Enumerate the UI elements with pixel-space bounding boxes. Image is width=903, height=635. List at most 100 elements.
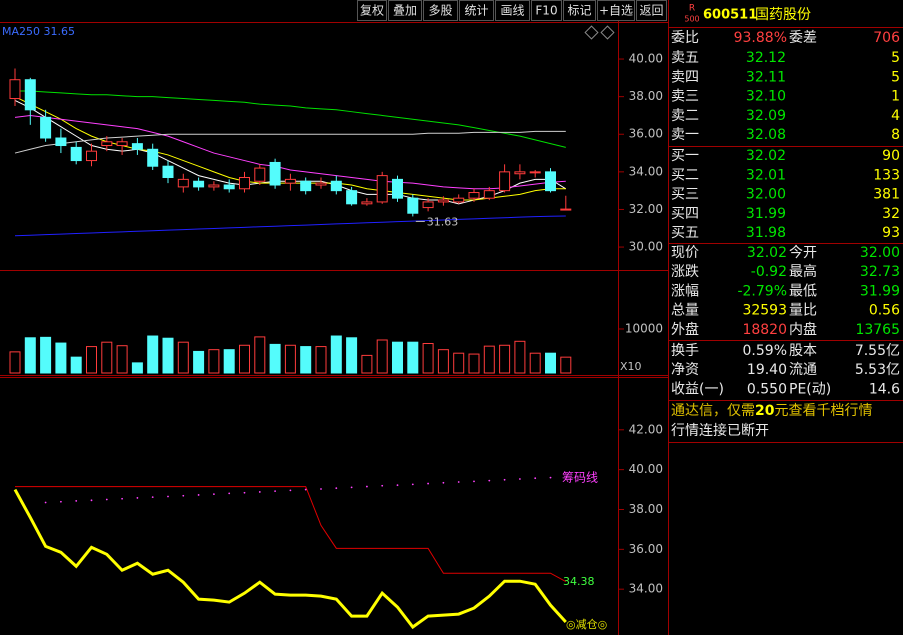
y-tick-label: 40.00 <box>629 52 663 66</box>
volume-bar <box>101 341 113 374</box>
quote-cell: PE(动) <box>789 381 831 397</box>
quote-cell: 委差 <box>789 30 817 46</box>
dot <box>320 488 322 490</box>
dot <box>182 494 185 497</box>
step-line <box>15 486 567 583</box>
order-cell: 买二 <box>671 167 699 183</box>
toolbar-label[interactable]: 标记 <box>567 4 591 18</box>
quote-cell: 5.53亿 <box>855 362 900 378</box>
toolbar-label[interactable]: +自选 <box>599 4 633 18</box>
dot <box>350 486 353 489</box>
quote-cell: 32.73 <box>860 264 900 280</box>
volume-bar <box>499 344 511 374</box>
toolbar-button[interactable] <box>357 0 387 21</box>
volume-bar <box>55 342 67 374</box>
quote-cell: 19.40 <box>747 362 787 378</box>
quote-cell: 收益(一) <box>671 381 724 397</box>
volume-bar <box>514 340 526 374</box>
dot <box>258 491 261 493</box>
quote-cell: 现价 <box>671 245 699 261</box>
dot <box>121 497 123 500</box>
candle-body <box>514 171 526 175</box>
volume-bar <box>361 354 373 374</box>
toolbar-button[interactable] <box>495 0 530 21</box>
order-cell: 卖二 <box>671 108 699 124</box>
order-cell: 31.99 <box>746 206 786 222</box>
y-tick-label: 36.00 <box>629 542 663 556</box>
quote-cell: 涨幅 <box>671 283 699 299</box>
toolbar-label[interactable]: 多股 <box>428 4 452 18</box>
toolbar-button[interactable] <box>597 0 635 21</box>
dot <box>549 476 552 479</box>
dot <box>396 484 399 487</box>
notice-part: 通达信，仅需 <box>671 403 755 419</box>
toolbar-button[interactable] <box>636 0 667 21</box>
volume-bar <box>269 343 281 374</box>
volume-bar <box>254 336 266 374</box>
icon[interactable] <box>600 25 615 40</box>
quote-cell: 今开 <box>789 245 817 261</box>
volume-bar <box>468 353 480 374</box>
quote-cell: 32.00 <box>860 245 900 261</box>
volume-bar <box>162 337 174 374</box>
toolbar-button[interactable] <box>423 0 458 21</box>
dot <box>457 481 460 483</box>
dot <box>427 482 429 485</box>
candle-body <box>162 165 174 178</box>
volume-bar <box>483 345 495 374</box>
quote-cell: 18820 <box>742 322 787 338</box>
dot <box>411 483 414 486</box>
volume-bar <box>131 362 143 374</box>
candle-body <box>437 199 449 203</box>
candle-body <box>376 175 388 203</box>
toolbar-label[interactable]: 画线 <box>500 4 524 18</box>
volume-bar <box>177 341 189 374</box>
toolbar-label[interactable]: 统计 <box>464 4 488 18</box>
toolbar-label[interactable]: 复权 <box>360 4 384 18</box>
signal-line <box>13 488 567 630</box>
candle-body <box>468 192 480 199</box>
quote-cell: 换手 <box>671 342 699 359</box>
toolbar-label[interactable]: F10 <box>535 4 557 18</box>
candle-body <box>193 180 205 188</box>
low-label: 31.63 <box>427 215 459 228</box>
ma-line <box>14 215 566 237</box>
toolbar-button[interactable] <box>563 0 596 21</box>
volume-bar <box>284 344 296 374</box>
quote-cell: 股本 <box>789 343 817 359</box>
order-cell: 31.98 <box>746 225 786 241</box>
volume-bar <box>40 336 52 374</box>
quote-cell: -0.92 <box>751 264 787 280</box>
toolbar-button[interactable] <box>531 0 562 21</box>
toolbar-button[interactable] <box>388 0 422 21</box>
toolbar-label[interactable]: 叠加 <box>393 4 417 18</box>
candle-body <box>361 201 373 205</box>
candle-body <box>346 190 358 205</box>
quote-cell: 净资 <box>671 362 699 378</box>
volume-bar <box>193 350 205 374</box>
quote-cell: 量比 <box>789 303 817 319</box>
quote-cell: 内盘 <box>789 321 817 338</box>
dot <box>213 493 215 496</box>
ma-line <box>15 90 566 148</box>
order-cell: 卖五 <box>671 50 699 66</box>
candle-body <box>101 141 113 147</box>
candle-body <box>300 180 312 192</box>
volume-bar <box>376 339 388 374</box>
y-tick-label: 34.00 <box>629 582 663 596</box>
volume-bar <box>9 351 21 374</box>
quote-cell: 总量 <box>671 303 699 319</box>
y-tick-label: 36.00 <box>629 127 663 141</box>
icon[interactable] <box>584 25 599 40</box>
volume-bar <box>422 343 434 374</box>
quote-cell: 32593 <box>742 303 787 319</box>
toolbar-label[interactable]: 返回 <box>639 4 663 18</box>
quote-cell: 流通 <box>789 362 817 378</box>
unit-label: X10 <box>620 360 642 373</box>
toolbar-button[interactable] <box>459 0 494 21</box>
quote-cell: 13765 <box>855 322 900 338</box>
dot <box>381 484 384 487</box>
